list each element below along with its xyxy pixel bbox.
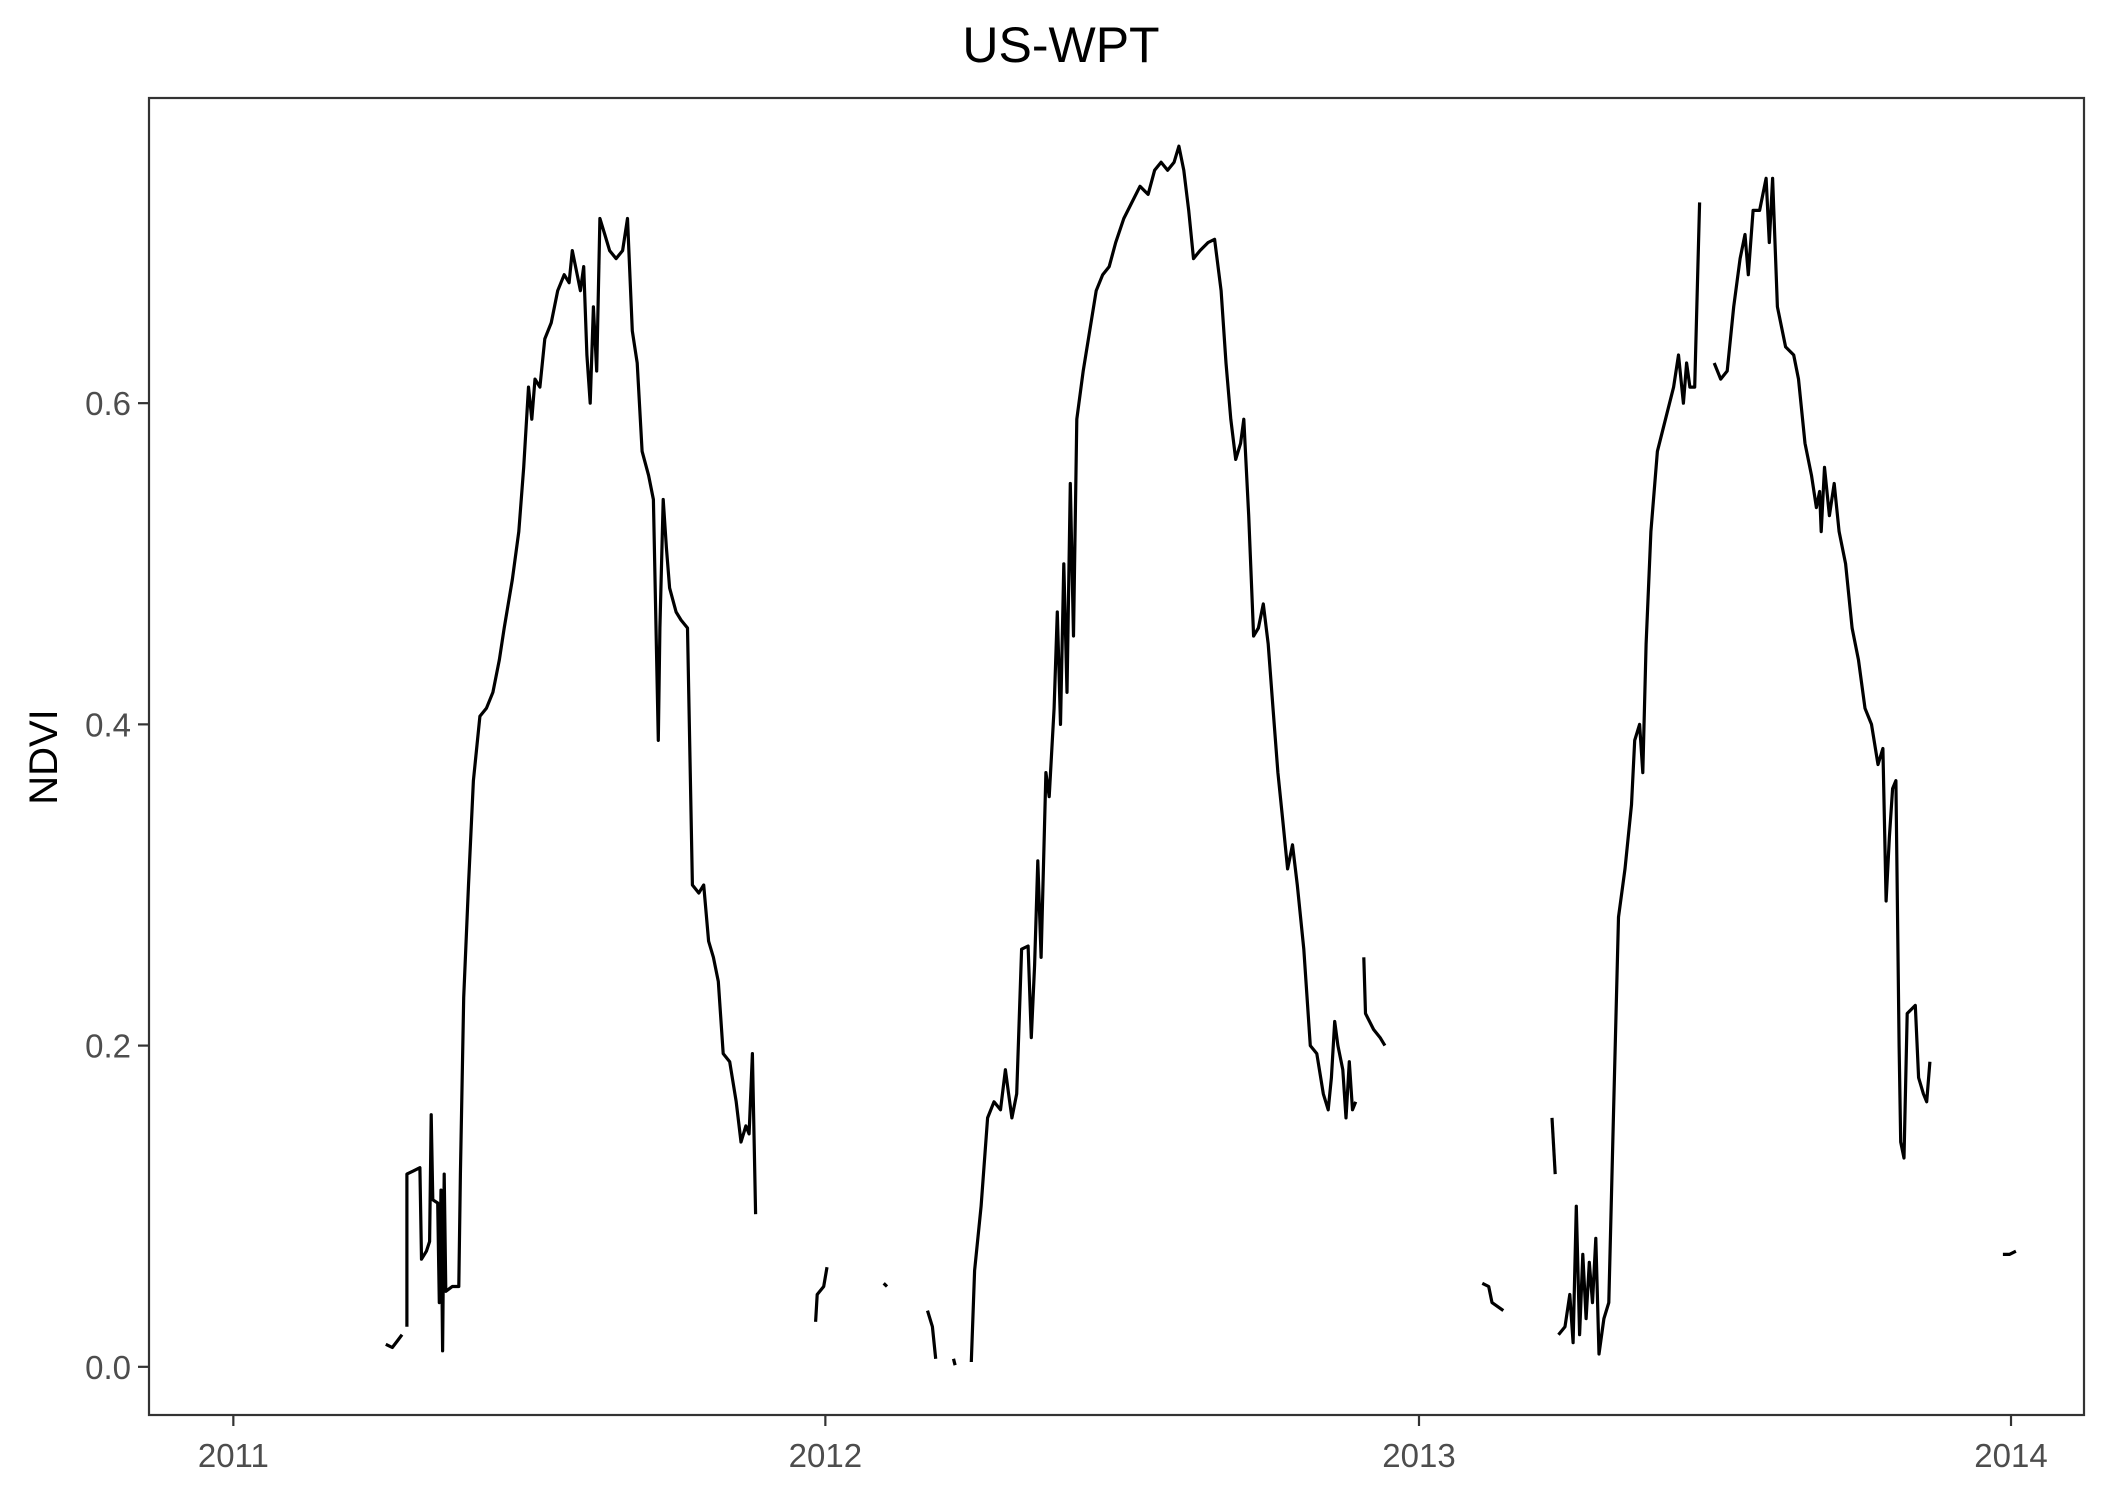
y-tick-label: 0.0 [85,1349,131,1386]
plot-panel-border [147,96,2086,1417]
y-axis: 0.0 0.2 0.4 0.6 [85,385,149,1386]
y-tick-label: 0.4 [85,706,131,743]
x-tick-label: 2013 [1382,1437,1455,1474]
ndvi-line-segment [1550,1117,1557,1175]
x-axis: 2011 2012 2013 2014 [198,1415,2048,1474]
ndvi-line-segment [385,1333,404,1350]
ndvi-line-segment [405,216,758,1353]
ndvi-line-segment [1557,202,1702,1356]
ndvi-series [385,144,2017,1366]
x-tick-label: 2012 [789,1437,862,1474]
ndvi-line-segment [882,1282,889,1288]
y-axis-title: NDVI [22,709,66,805]
ndvi-line-segment [1481,1281,1505,1312]
y-tick-label: 0.2 [85,1028,131,1065]
ndvi-line-segment [2002,1249,2017,1256]
ndvi-line-segment [925,1310,938,1359]
x-tick-label: 2011 [198,1437,269,1474]
ndvi-line-segment [969,144,1358,1363]
chart-title: US-WPT [962,17,1159,73]
y-tick-label: 0.6 [85,385,131,422]
ndvi-line-segment [814,1266,829,1322]
ndvi-line-segment [1712,176,1932,1160]
ndvi-line-segment [951,1358,957,1366]
ndvi-line-segment [1362,957,1387,1047]
x-tick-label: 2014 [1974,1437,2047,1474]
